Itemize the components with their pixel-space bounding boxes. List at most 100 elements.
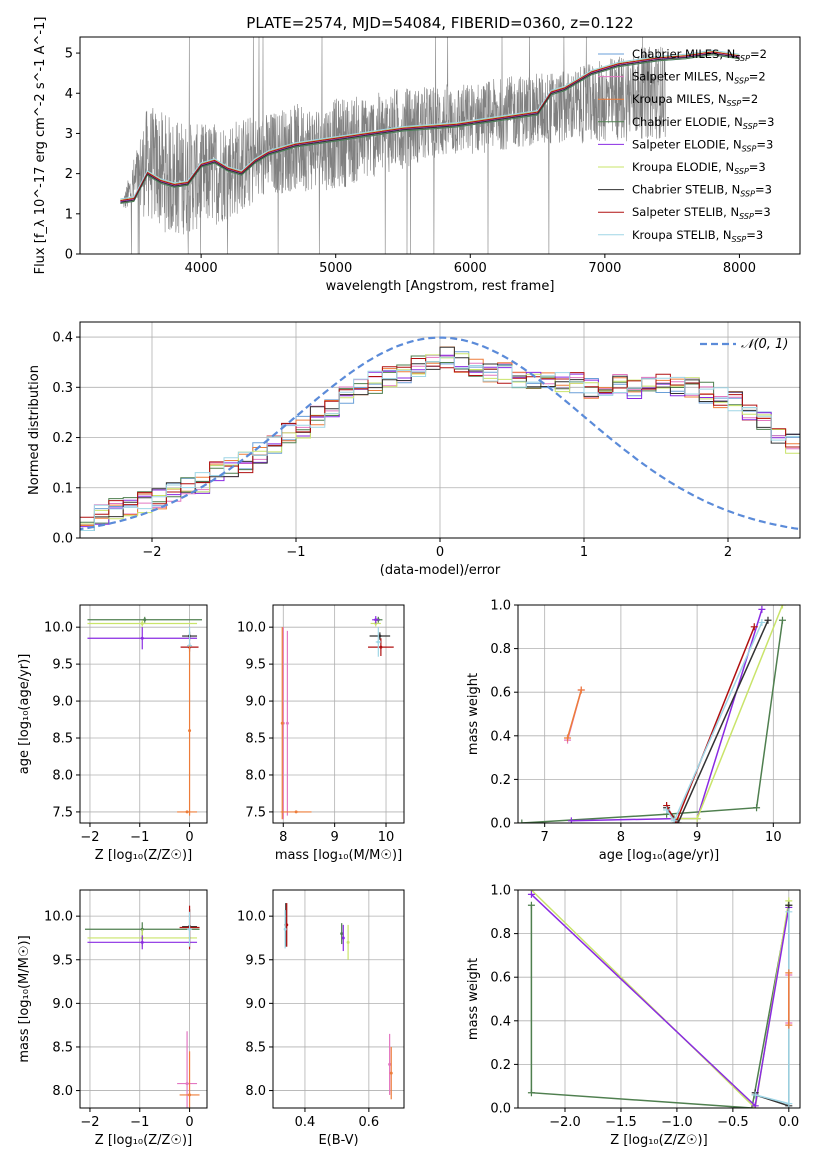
y-tick-label: 9.5 <box>52 658 73 673</box>
y-tick-label: 8.0 <box>245 1084 266 1099</box>
x-tick-label: 0 <box>185 830 193 845</box>
x-axis-label: wavelength [Angstrom, rest frame] <box>326 279 555 294</box>
model-salpeter-stelib-line <box>120 51 740 202</box>
mass-vs-reddening-panel: 0.4 0.6 8.0 8.5 9.0 9.5 10.0 E(B-V) <box>237 889 405 1148</box>
mass-vs-metallicity-panel: −2 −1 0 8.0 8.5 9.0 9.5 10.0 Z [log₁₀(Z/Z☉)] mass… <box>17 889 208 1148</box>
plus-marker <box>693 815 701 823</box>
plus-marker <box>764 616 772 624</box>
plus-marker <box>564 734 572 742</box>
legend-suffix: =3 <box>746 228 763 242</box>
plus-marker <box>674 819 682 823</box>
residual-histogram-panel: −2 −1 0 1 2 0.0 0.1 0.2 0.3 0.4 (data-model)/error… <box>27 321 801 578</box>
data-point <box>140 940 144 944</box>
axes-frame <box>517 604 801 824</box>
series-chabrier-elodie <box>521 620 784 823</box>
y-tick-label: 7.5 <box>245 805 266 820</box>
y-tick-label: 0.8 <box>490 642 511 657</box>
y-tick-label: 0.2 <box>490 773 511 788</box>
normal-legend-label: 𝒩(0, 1) <box>741 337 788 352</box>
plus-marker <box>527 890 535 898</box>
legend-label: Salpeter ELODIE, NSSP=3 <box>632 137 773 153</box>
legend-sub: SSP <box>743 122 758 131</box>
legend-suffix: =3 <box>756 137 773 151</box>
model-chabrier-elodie-line <box>120 54 740 204</box>
x-tick-label: 8 <box>279 830 287 845</box>
legend-text: Chabrier STELIB, N <box>632 183 740 197</box>
layer-agemass-plot-area <box>280 616 394 820</box>
y-tick-label: 9.5 <box>245 953 266 968</box>
massweight-vs-metallicity-panel: −2.0 −1.5 −1.0 −0.5 0.0 0.0 0.2 0.4 0.6 0.8 1.0 Z [… <box>466 884 801 1148</box>
histogram-kroupa-miles <box>80 346 800 531</box>
x-tick-label: 0.4 <box>295 1115 316 1130</box>
y-tick-label: 0.6 <box>490 971 511 986</box>
series-kroupa-miles <box>566 689 583 739</box>
histogram-salpeter-elodie <box>80 354 800 529</box>
y-tick-label: 9.0 <box>52 997 73 1012</box>
x-axis-label: E(B-V) <box>318 1133 358 1148</box>
legend-text: Kroupa STELIB, N <box>632 228 732 242</box>
x-tick-label: 0 <box>185 1115 193 1130</box>
layer-mwz-plot-area <box>527 890 793 1108</box>
model-chabrier-stelib-line <box>120 52 740 203</box>
y-tick-label: 10.0 <box>44 621 73 636</box>
axes-frame <box>517 889 801 1109</box>
axes-frame <box>79 604 208 824</box>
y-axis-label: Flux [f_λ 10^-17 erg cm^-2 s^-1 A^-1] <box>33 17 48 275</box>
legend-text: Kroupa MILES, N <box>632 92 727 106</box>
x-tick-label: −1 <box>286 545 305 560</box>
plus-marker <box>751 1102 759 1108</box>
legend-label: Chabrier MILES, NSSP=2 <box>632 47 767 63</box>
data-point <box>185 1082 189 1086</box>
legend-label: Chabrier STELIB, NSSP=3 <box>632 183 772 199</box>
spectrum-plot-area <box>120 37 740 254</box>
model-kroupa-stelib-line <box>120 49 740 200</box>
data-point <box>388 1062 392 1066</box>
legend-text: Salpeter MILES, N <box>632 70 734 84</box>
x-tick-label: −1 <box>130 1115 149 1130</box>
histogram-chabrier-miles <box>80 351 800 531</box>
x-tick-label: 10 <box>378 830 395 845</box>
y-tick-label: 1.0 <box>490 884 511 899</box>
plus-marker <box>758 618 766 626</box>
y-tick-label: 0.4 <box>52 331 73 346</box>
plus-marker <box>785 901 793 909</box>
x-tick-label: 2 <box>724 545 732 560</box>
data-point <box>140 621 144 625</box>
plus-marker <box>785 1021 793 1029</box>
data-point <box>283 927 287 931</box>
y-tick-label: 8.0 <box>52 768 73 783</box>
plus-marker <box>758 605 766 613</box>
plus-marker <box>778 616 786 624</box>
y-tick-label: 0.0 <box>490 1102 511 1117</box>
series-chabrier-elodie <box>530 905 790 1108</box>
data-point <box>376 640 380 644</box>
x-tick-label: −2.0 <box>549 1115 581 1130</box>
legend-suffix: =2 <box>750 47 767 61</box>
axes-frame <box>79 36 801 255</box>
y-tick-label: 8.5 <box>245 1040 266 1055</box>
y-tick-label: 8.5 <box>52 732 73 747</box>
x-tick-label: 6000 <box>454 261 487 276</box>
x-axis-label: mass [log₁₀(M/M☉)] <box>275 848 402 863</box>
axes-frame <box>272 604 405 824</box>
legend-suffix: =2 <box>749 70 766 84</box>
axes-frame <box>79 321 801 539</box>
legend-sub: SSP <box>732 235 747 244</box>
x-axis-label: Z [log₁₀(Z/Z☉)] <box>610 1133 707 1148</box>
y-tick-label: 1.0 <box>490 599 511 614</box>
legend-suffix: =3 <box>749 160 766 174</box>
x-tick-label: 10 <box>765 830 782 845</box>
legend-text: Chabrier MILES, N <box>632 47 735 61</box>
plus-marker <box>750 623 758 631</box>
y-tick-label: 9.5 <box>245 658 266 673</box>
data-point <box>389 1071 393 1075</box>
spectrum-panel: 4000 5000 6000 7000 8000 0 1 2 3 4 5 wavelength [An… <box>33 17 801 294</box>
legend-label: Kroupa STELIB, NSSP=3 <box>632 228 763 244</box>
series-salpeter-elodie <box>530 893 790 1108</box>
x-tick-label: 5000 <box>319 261 352 276</box>
histogram-chabrier-elodie <box>80 355 800 527</box>
y-tick-label: 0.0 <box>490 817 511 832</box>
y-tick-label: 0.4 <box>490 1014 511 1029</box>
legend-label: Salpeter STELIB, NSSP=3 <box>632 205 771 221</box>
